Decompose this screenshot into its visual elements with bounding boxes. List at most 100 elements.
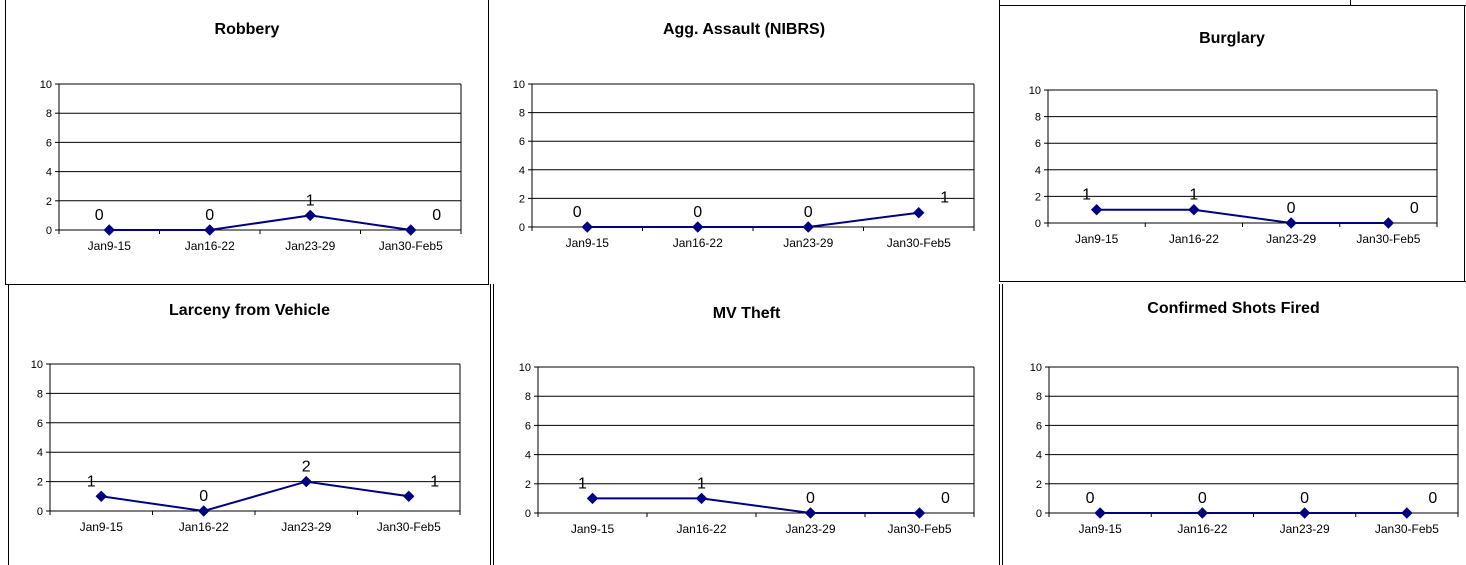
y-tick-label: 6: [1035, 138, 1041, 150]
frame-line: [488, 0, 489, 285]
y-tick-label: 10: [519, 362, 531, 374]
series-line: [101, 480, 409, 513]
x-tick-label: Jan9-15: [566, 236, 610, 250]
frame-line: [1464, 5, 1465, 282]
x-tick-label: Jan16-22: [676, 522, 726, 536]
y-tick-label: 0: [37, 506, 43, 518]
y-tick-label: 8: [1036, 391, 1042, 403]
y-tick-label: 10: [31, 359, 43, 371]
y-tick-label: 0: [519, 222, 525, 234]
x-tick-label: Jan23-29: [1280, 522, 1330, 536]
x-tick-label: Jan9-15: [1075, 232, 1119, 246]
y-tick-label: 0: [1035, 218, 1041, 230]
y-tick-label: 4: [1035, 165, 1041, 177]
x-tick-label: Jan9-15: [80, 520, 124, 534]
data-label: 1: [578, 475, 587, 492]
x-tick-label: Jan9-15: [1078, 522, 1122, 536]
x-tick-label: Jan23-29: [783, 236, 833, 250]
x-tick-label: Jan30-Feb5: [887, 522, 951, 536]
y-tick-label: 0: [525, 508, 531, 520]
data-label: 0: [1287, 200, 1296, 217]
data-label: 1: [1189, 187, 1198, 204]
x-tick-label: Jan30-Feb5: [377, 520, 441, 534]
data-point-marker: [913, 507, 926, 519]
data-point-marker: [1090, 203, 1103, 216]
y-tick-label: 8: [46, 108, 52, 120]
y-tick-label: 4: [37, 447, 43, 459]
x-tick-label: Jan23-29: [785, 522, 835, 536]
data-label: 0: [1300, 490, 1309, 507]
y-tick-label: 4: [525, 450, 531, 462]
chart-panel-burglary: Burglary 0 2 4 6 8 10 Jan9-15 Jan16-22 Jan23-29 Ja…: [1000, 6, 1464, 281]
data-label: 0: [199, 488, 208, 505]
x-tick-label: Jan23-29: [1266, 232, 1316, 246]
x-tick-label: Jan9-15: [88, 239, 132, 253]
x-tick-label: Jan30-Feb5: [1375, 522, 1439, 536]
data-point-marker: [204, 224, 216, 236]
data-label: 0: [806, 490, 815, 507]
y-tick-label: 2: [1036, 479, 1042, 491]
data-label: 0: [1410, 200, 1419, 217]
data-label: 0: [941, 490, 950, 507]
chart-title: Burglary: [1199, 30, 1265, 47]
x-tick-label: Jan16-22: [185, 239, 235, 253]
y-tick-label: 6: [37, 418, 43, 430]
data-label: 1: [1082, 187, 1091, 204]
data-point-marker: [95, 490, 107, 503]
chart-title: Agg. Assault (NIBRS): [663, 21, 825, 38]
y-tick-label: 0: [46, 225, 52, 237]
y-tick-label: 10: [513, 79, 525, 91]
y-tick-label: 6: [46, 137, 52, 149]
data-point-marker: [300, 475, 312, 488]
y-tick-label: 0: [1036, 508, 1042, 520]
chart-title: Confirmed Shots Fired: [1147, 300, 1319, 317]
chart-title: MV Theft: [713, 305, 781, 322]
y-tick-label: 8: [519, 108, 525, 120]
chart-title: Robbery: [215, 21, 280, 38]
data-point-marker: [1382, 217, 1395, 229]
data-point-marker: [1285, 217, 1297, 229]
data-label: 1: [430, 473, 439, 490]
chart-panel-confirmed-shots-fired: Confirmed Shots Fired 0 2 4 6 8 10 Jan9-15 Jan16…: [1003, 285, 1464, 565]
y-tick-label: 6: [1036, 420, 1042, 432]
data-label: 1: [697, 475, 706, 492]
data-point-marker: [1188, 203, 1200, 216]
data-label: 0: [95, 207, 104, 224]
frame-line: [5, 0, 6, 285]
y-tick-label: 2: [519, 193, 525, 205]
chart-panel-mv-theft: MV Theft 0 2 4 6 8 10 Jan9-15 Jan16-22 Jan23-29 Ja…: [494, 285, 999, 565]
data-label: 0: [205, 207, 214, 224]
series-line: [109, 214, 411, 231]
x-tick-label: Jan16-22: [1169, 232, 1219, 246]
chart-title: Larceny from Vehicle: [169, 302, 330, 319]
data-label: 0: [432, 207, 441, 224]
frame-line: [5, 284, 489, 285]
data-point-marker: [1196, 507, 1209, 519]
frame-line: [1002, 284, 1003, 565]
series-line: [592, 497, 920, 514]
data-point-marker: [581, 221, 593, 233]
data-point-marker: [913, 206, 925, 219]
frame-line: [1350, 0, 1351, 6]
y-tick-label: 2: [525, 479, 531, 491]
y-tick-label: 8: [525, 391, 531, 403]
x-tick-label: Jan23-29: [285, 239, 335, 253]
data-label: 0: [1428, 490, 1437, 507]
frame-line: [493, 284, 494, 565]
data-point-marker: [1298, 507, 1311, 519]
data-label: 0: [693, 204, 702, 221]
y-tick-label: 4: [46, 167, 52, 179]
data-point-marker: [804, 507, 817, 519]
frame-line: [999, 281, 1466, 282]
chart-panel-agg-assault: Agg. Assault (NIBRS) 0 2 4 6 8 10 Jan9-15 Jan16-…: [489, 0, 999, 284]
data-point-marker: [586, 492, 599, 505]
data-label: 0: [1086, 490, 1095, 507]
data-label: 0: [1198, 490, 1207, 507]
y-tick-label: 2: [37, 477, 43, 489]
series-line: [1096, 208, 1389, 224]
